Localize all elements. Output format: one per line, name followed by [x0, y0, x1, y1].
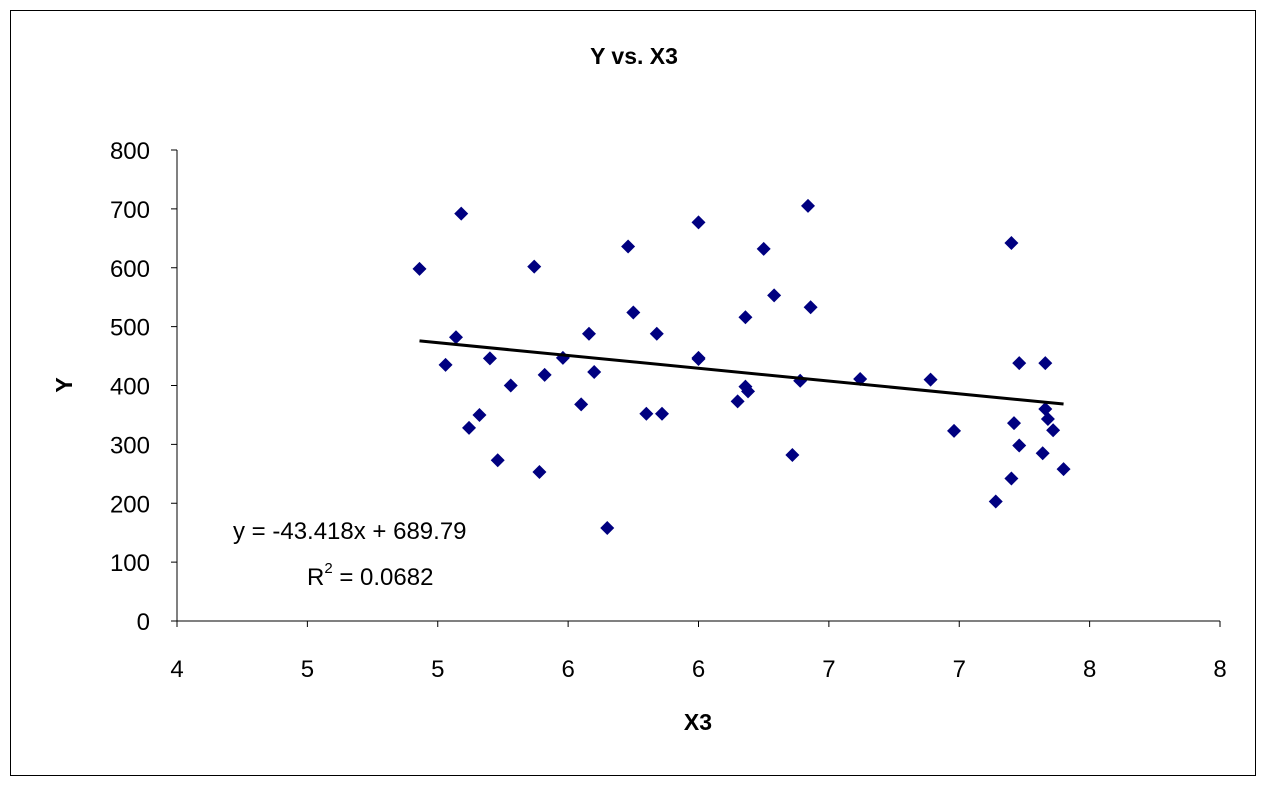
- data-point: [574, 397, 589, 412]
- data-point: [730, 394, 745, 409]
- x-tick-label: 6: [561, 656, 574, 683]
- x-tick-label: 6: [692, 656, 705, 683]
- data-point: [454, 206, 469, 221]
- y-tick-label: 800: [110, 138, 150, 165]
- data-point: [438, 357, 453, 372]
- data-point: [1012, 356, 1027, 371]
- chart-title: Y vs. X3: [590, 43, 678, 69]
- x-axis-title: X3: [684, 709, 712, 735]
- data-point: [555, 350, 570, 365]
- data-point: [923, 372, 938, 387]
- data-point: [1038, 402, 1053, 417]
- y-axis-title: Y: [51, 377, 77, 392]
- x-tick-label: 8: [1213, 656, 1226, 683]
- y-tick-label: 100: [110, 550, 150, 577]
- y-tick-label: 0: [137, 609, 150, 636]
- data-point: [1040, 412, 1055, 427]
- y-tick-label: 400: [110, 374, 150, 401]
- data-point: [1038, 356, 1053, 371]
- data-point: [587, 364, 602, 379]
- data-point: [490, 453, 505, 468]
- data-point: [793, 373, 808, 388]
- y-tick-label: 200: [110, 491, 150, 518]
- data-point: [785, 447, 800, 462]
- data-point: [462, 420, 477, 435]
- data-point: [1056, 462, 1071, 477]
- data-point: [803, 300, 818, 315]
- data-point: [532, 465, 547, 480]
- r-squared-value: = 0.0682: [333, 564, 434, 591]
- x-tick-label: 5: [431, 656, 444, 683]
- chart-frame: [10, 10, 1256, 776]
- data-point: [1004, 236, 1019, 251]
- data-point: [947, 423, 962, 438]
- data-point: [482, 351, 497, 366]
- data-point: [738, 310, 753, 325]
- y-axis-ticks: 0 100 200 300 400 500 600 700 800: [110, 138, 177, 636]
- data-points: [412, 198, 1071, 535]
- data-point: [626, 305, 641, 320]
- data-point: [988, 494, 1003, 509]
- data-point: [412, 261, 427, 276]
- data-point: [691, 352, 706, 367]
- y-tick-label: 300: [110, 432, 150, 459]
- data-point: [1046, 423, 1061, 438]
- data-point: [600, 520, 615, 535]
- data-point: [472, 407, 487, 422]
- data-point: [1004, 471, 1019, 486]
- data-point: [639, 406, 654, 421]
- data-point: [581, 326, 596, 341]
- r-squared-label: R2 = 0.0682: [307, 560, 433, 591]
- data-point: [691, 215, 706, 230]
- data-point: [1012, 438, 1027, 453]
- data-point: [1007, 416, 1022, 431]
- data-point: [767, 288, 782, 303]
- data-point: [801, 198, 816, 213]
- data-point: [756, 241, 771, 256]
- x-axis-ticks: 4 5 5 6 6 7 7 8 8: [170, 621, 1227, 683]
- trendline-equation: y = -43.418x + 689.79: [233, 518, 467, 545]
- data-point: [741, 384, 756, 399]
- y-tick-label: 500: [110, 315, 150, 342]
- x-tick-label: 7: [822, 656, 835, 683]
- x-tick-label: 7: [953, 656, 966, 683]
- x-tick-label: 5: [301, 656, 314, 683]
- r-squared-base: R: [307, 564, 324, 591]
- data-point: [1035, 446, 1050, 461]
- data-point: [527, 259, 542, 274]
- data-point: [654, 406, 669, 421]
- data-point: [503, 378, 518, 393]
- data-point: [537, 367, 552, 382]
- trendline: [419, 339, 1064, 406]
- y-tick-label: 600: [110, 256, 150, 283]
- data-point: [649, 326, 664, 341]
- x-tick-label: 8: [1083, 656, 1096, 683]
- data-point: [621, 239, 636, 254]
- r-squared-exponent: 2: [324, 560, 332, 577]
- data-point: [449, 330, 464, 345]
- x-tick-label: 4: [170, 656, 183, 683]
- y-tick-label: 700: [110, 197, 150, 224]
